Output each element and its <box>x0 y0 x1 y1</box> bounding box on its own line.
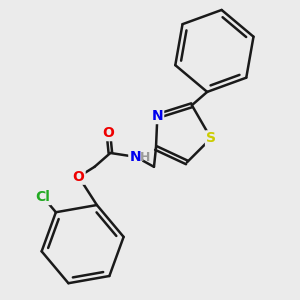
Text: O: O <box>103 126 114 140</box>
Text: S: S <box>206 131 216 145</box>
Text: N: N <box>129 150 141 164</box>
Text: H: H <box>140 151 150 164</box>
Text: N: N <box>152 109 163 123</box>
Text: O: O <box>73 170 85 184</box>
Text: Cl: Cl <box>36 190 51 204</box>
